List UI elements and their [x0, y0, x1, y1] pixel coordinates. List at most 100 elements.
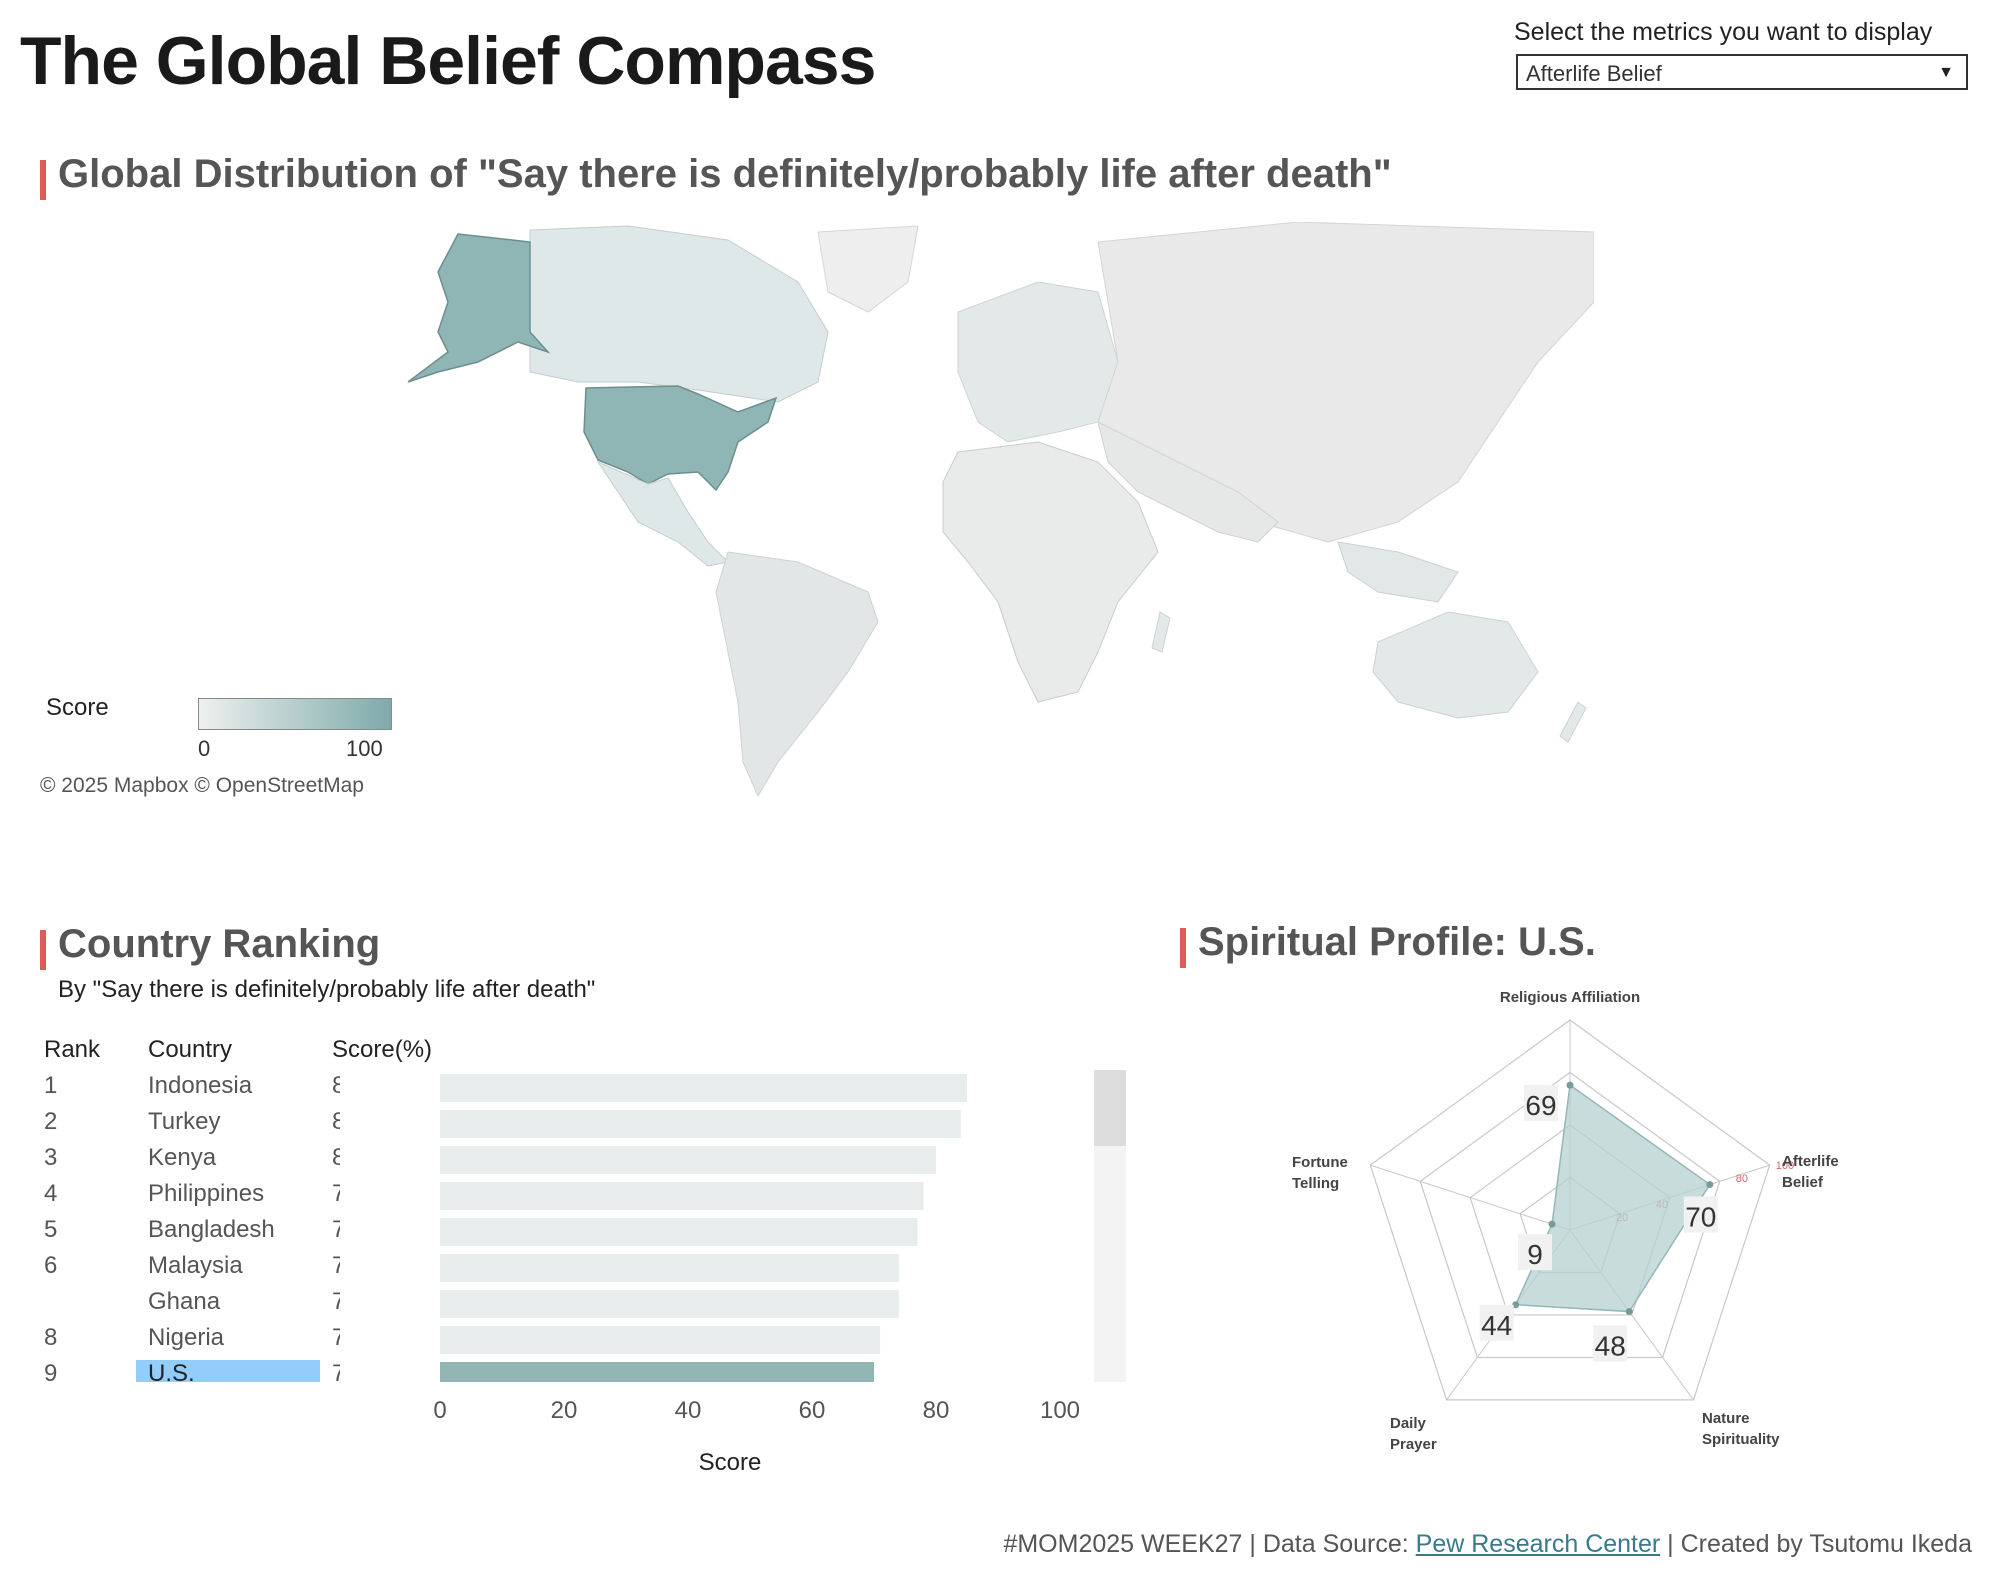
radar-value-box — [1524, 1085, 1558, 1122]
legend-min: 0 — [198, 736, 211, 761]
ranking-subtitle: By "Say there is definitely/probably lif… — [58, 976, 596, 1003]
map-title: Global Distribution of "Say there is def… — [58, 152, 1392, 196]
radar-ring-label: 100 — [1776, 1160, 1794, 1172]
map-region-greenland[interactable] — [817, 225, 919, 313]
row-country: Bangladesh — [148, 1216, 275, 1243]
ranking-bar-chart[interactable]: 0 20 40 60 80 100 Score — [420, 1060, 1100, 1480]
row-rank: 4 — [44, 1180, 58, 1207]
radar-point — [1512, 1301, 1520, 1309]
row-score: 71 — [332, 1324, 340, 1351]
row-country: Ghana — [148, 1288, 221, 1315]
table-row[interactable]: 6 Malaysia 74 — [40, 1250, 340, 1286]
row-rank: 5 — [44, 1216, 58, 1243]
table-row[interactable]: 5 Bangladesh 77 — [40, 1214, 340, 1250]
profile-title: Spiritual Profile: U.S. — [1198, 920, 1596, 964]
row-score: 85 — [332, 1072, 340, 1099]
radar-axis-label: Nature Spirituality — [1702, 1410, 1780, 1448]
footer-suffix: | Created by Tsutomu Ikeda — [1660, 1530, 1972, 1558]
row-rank: 9 — [44, 1360, 58, 1382]
map-region-south-asia[interactable] — [1097, 421, 1279, 543]
radar-point — [1625, 1308, 1633, 1316]
x-axis-label: Score — [699, 1449, 762, 1476]
row-rank: 8 — [44, 1324, 58, 1351]
data-source-link[interactable]: Pew Research Center — [1415, 1530, 1661, 1558]
map-region-madagascar[interactable] — [1151, 611, 1171, 653]
row-rank: 6 — [44, 1252, 58, 1279]
map-region-south-america[interactable] — [715, 551, 879, 796]
bar-kenya[interactable] — [440, 1146, 936, 1174]
radar-value-box — [1479, 1304, 1514, 1341]
bar-bangladesh[interactable] — [440, 1218, 918, 1246]
row-country: U.S. — [148, 1360, 195, 1382]
radar-point — [1548, 1220, 1556, 1228]
x-tick-label: 40 — [675, 1397, 702, 1424]
table-row[interactable]: 1 Indonesia 85 — [40, 1070, 340, 1106]
map-region-australia[interactable] — [1372, 611, 1539, 719]
row-score: 74 — [332, 1288, 340, 1315]
table-row[interactable]: Ghana 74 — [40, 1286, 340, 1322]
row-country: Malaysia — [148, 1252, 243, 1279]
footer: #MOM2025 WEEK27 | Data Source: Pew Resea… — [1003, 1530, 1972, 1559]
radar-point — [1566, 1081, 1574, 1089]
map-region-africa[interactable] — [942, 441, 1159, 703]
bar-indonesia[interactable] — [440, 1074, 967, 1102]
bar-nigeria[interactable] — [440, 1326, 881, 1354]
x-tick-label: 80 — [923, 1397, 950, 1424]
radar-value-label: 9 — [1527, 1239, 1543, 1270]
bar-turkey[interactable] — [440, 1110, 961, 1138]
row-rank: 2 — [44, 1108, 58, 1135]
map-region-alaska[interactable] — [407, 233, 551, 383]
row-country: Nigeria — [148, 1324, 225, 1351]
map-region-europe[interactable] — [957, 281, 1119, 443]
metric-dropdown[interactable]: Afterlife Belief ▼ — [1516, 54, 1968, 90]
selected-row-highlight — [136, 1360, 320, 1382]
row-country: Kenya — [148, 1144, 217, 1171]
ranking-table[interactable]: 1Indonesia852Turkey843Kenya804Philippine… — [40, 1070, 340, 1382]
column-header-rank: Rank — [44, 1036, 101, 1063]
table-row[interactable]: 3 Kenya 80 — [40, 1142, 340, 1178]
map-region-usa[interactable] — [583, 385, 778, 492]
bar-us[interactable] — [440, 1362, 874, 1390]
radar-value-label: 44 — [1481, 1310, 1512, 1341]
map-region-canada[interactable] — [529, 225, 829, 403]
map-section-accent — [40, 160, 46, 200]
chevron-down-icon[interactable]: ▼ — [1938, 64, 1954, 81]
radar-value-box — [1518, 1234, 1553, 1271]
bar-ghana[interactable] — [440, 1290, 899, 1318]
map-region-new-zealand[interactable] — [1559, 701, 1587, 743]
ranking-title: Country Ranking — [58, 922, 381, 966]
radar-grid-ring — [1419, 1071, 1721, 1359]
radar-grid-ring — [1369, 1019, 1771, 1401]
world-map[interactable] — [398, 222, 1594, 796]
row-rank: 1 — [44, 1072, 58, 1099]
map-region-southeast-asia[interactable] — [1337, 541, 1459, 603]
scrollbar-thumb[interactable] — [1094, 1070, 1126, 1146]
metric-dropdown-value: Afterlife Belief — [1526, 61, 1662, 86]
radar-value-box — [1683, 1196, 1718, 1233]
radar-ring-label: 80 — [1736, 1173, 1748, 1185]
row-score: 84 — [332, 1108, 340, 1135]
spiritual-profile-radar: 204080100697048449Religious AffiliationA… — [1292, 989, 1839, 1453]
metric-select-label: Select the metrics you want to display — [1514, 18, 1933, 46]
x-tick-label: 100 — [1040, 1397, 1080, 1424]
row-score: 74 — [332, 1252, 340, 1279]
legend-label: Score — [46, 694, 109, 721]
map-attribution: © 2025 Mapbox © OpenStreetMap — [40, 774, 364, 797]
radar-axis-label: Afterlife Belief — [1782, 1153, 1839, 1191]
footer-prefix: #MOM2025 WEEK27 | Data Source: — [1003, 1530, 1416, 1558]
radar-value-label: 69 — [1525, 1090, 1556, 1121]
bar-malaysia[interactable] — [440, 1254, 899, 1282]
table-row[interactable]: 9 U.S. 70 — [40, 1358, 340, 1382]
ranking-section-accent — [40, 930, 46, 970]
radar-point — [1706, 1181, 1714, 1189]
x-tick-label: 60 — [799, 1397, 826, 1424]
table-row[interactable]: 8 Nigeria 71 — [40, 1322, 340, 1358]
column-header-country: Country — [148, 1036, 233, 1063]
radar-value-label: 70 — [1685, 1202, 1716, 1233]
page-title: The Global Belief Compass — [20, 23, 876, 99]
table-row[interactable]: 2 Turkey 84 — [40, 1106, 340, 1142]
table-row[interactable]: 4 Philippines 78 — [40, 1178, 340, 1214]
radar-value-box — [1593, 1325, 1628, 1362]
legend-color-scale — [198, 698, 392, 730]
bar-philippines[interactable] — [440, 1182, 924, 1210]
